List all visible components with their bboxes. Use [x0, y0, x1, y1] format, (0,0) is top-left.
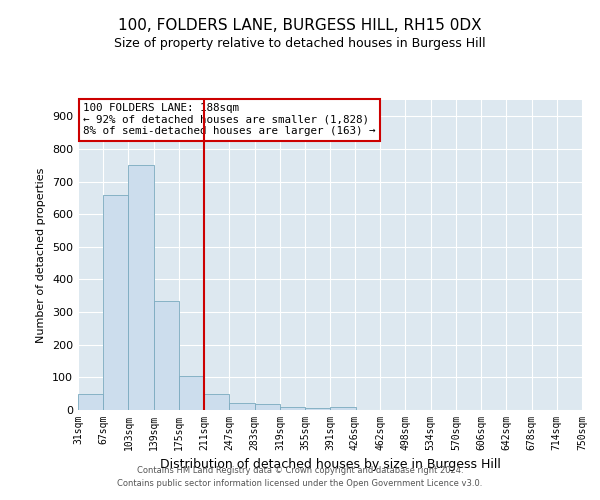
Bar [179, 376, 204, 410]
Text: Size of property relative to detached houses in Burgess Hill: Size of property relative to detached ho… [114, 38, 486, 51]
Bar [154, 300, 179, 410]
Bar [78, 394, 103, 410]
Y-axis label: Number of detached properties: Number of detached properties [37, 168, 46, 342]
Text: 100, FOLDERS LANE, BURGESS HILL, RH15 0DX: 100, FOLDERS LANE, BURGESS HILL, RH15 0D… [118, 18, 482, 32]
Text: Contains HM Land Registry data © Crown copyright and database right 2024.
Contai: Contains HM Land Registry data © Crown c… [118, 466, 482, 487]
Bar [204, 394, 229, 410]
Bar [280, 406, 305, 410]
Text: 100 FOLDERS LANE: 188sqm
← 92% of detached houses are smaller (1,828)
8% of semi: 100 FOLDERS LANE: 188sqm ← 92% of detach… [83, 103, 376, 136]
Bar [331, 408, 356, 410]
Bar [229, 403, 254, 410]
Bar [103, 194, 128, 410]
Bar [128, 166, 154, 410]
Bar [305, 408, 331, 410]
X-axis label: Distribution of detached houses by size in Burgess Hill: Distribution of detached houses by size … [160, 458, 500, 471]
Bar [254, 404, 280, 410]
